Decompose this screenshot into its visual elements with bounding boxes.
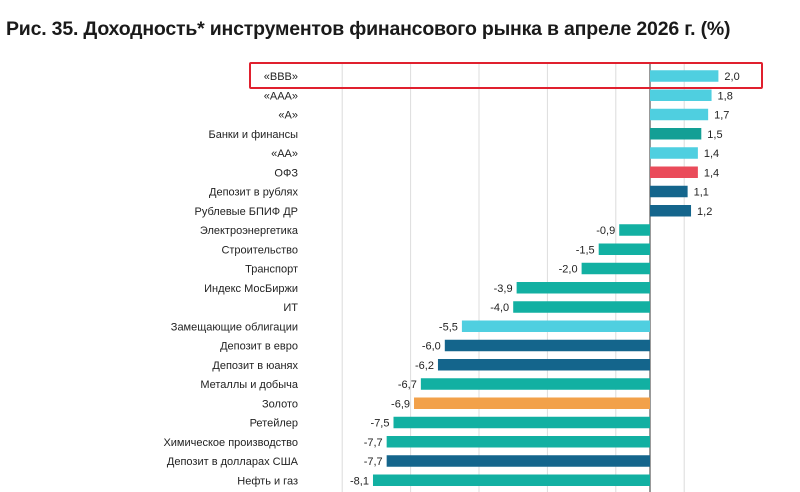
value-label: -7,7 xyxy=(364,437,383,449)
value-label: -3,9 xyxy=(494,283,513,295)
category-label: «A» xyxy=(278,110,298,122)
bar xyxy=(650,166,698,178)
value-label: 1,5 xyxy=(707,129,722,141)
category-label: Депозит в евро xyxy=(220,341,298,353)
category-label: Электроэнергетика xyxy=(200,225,299,237)
value-label: -7,7 xyxy=(364,456,383,468)
bar xyxy=(619,224,650,236)
bar xyxy=(513,301,650,313)
bar xyxy=(650,108,709,121)
value-label: 1,8 xyxy=(718,90,733,102)
bar xyxy=(420,378,650,390)
category-label: Депозит в долларах США xyxy=(167,456,299,468)
category-label: Нефть и газ xyxy=(237,475,298,487)
value-label: -0,9 xyxy=(596,225,615,237)
value-label: 1,4 xyxy=(704,148,719,160)
category-label: ОФЗ xyxy=(274,167,298,179)
highlight-box xyxy=(249,62,763,89)
value-label: 1,1 xyxy=(694,187,709,199)
value-label: -8,1 xyxy=(350,475,369,487)
bar xyxy=(437,359,650,371)
chart-title: Рис. 35. Доходность* инструментов финанс… xyxy=(6,18,731,40)
category-label: Депозит в рублях xyxy=(209,187,298,199)
bar xyxy=(650,128,702,140)
value-label: 1,7 xyxy=(714,110,729,122)
bar xyxy=(650,89,712,101)
category-label: Банки и финансы xyxy=(209,129,299,141)
value-label: -6,2 xyxy=(415,360,434,372)
value-label: -7,5 xyxy=(371,418,390,430)
bar xyxy=(372,474,650,486)
value-label: -6,7 xyxy=(398,379,417,391)
bar xyxy=(650,185,688,198)
category-label: Депозит в юанях xyxy=(212,360,298,372)
category-label: Транспорт xyxy=(245,264,298,276)
value-label: -5,5 xyxy=(439,321,458,333)
value-label: 2,0 xyxy=(724,71,739,83)
category-label: Металлы и добыча xyxy=(200,379,299,391)
category-label: Ретейлер xyxy=(250,418,298,430)
bar xyxy=(444,339,650,352)
category-label: Рублевые БПИФ ДР xyxy=(195,206,298,218)
category-label: Индекс МосБиржи xyxy=(204,283,298,295)
value-label: -6,9 xyxy=(391,398,410,410)
bar xyxy=(386,436,650,448)
bar xyxy=(386,455,650,467)
category-label: Строительство xyxy=(221,244,298,256)
value-label: 1,2 xyxy=(697,206,712,218)
bar xyxy=(650,147,698,159)
value-label: -6,0 xyxy=(422,341,441,353)
category-label: Замещающие облигации xyxy=(171,321,298,333)
bar xyxy=(581,262,650,275)
value-label: -1,5 xyxy=(576,244,595,256)
category-label: ИТ xyxy=(283,302,298,314)
category-label: «BBB» xyxy=(264,71,298,83)
category-label: «AAA» xyxy=(264,90,298,102)
category-label: Химическое производство xyxy=(163,437,298,449)
value-label: 1,4 xyxy=(704,167,719,179)
value-label: -4,0 xyxy=(490,302,509,314)
bar xyxy=(414,397,650,409)
bar xyxy=(650,70,719,82)
value-label: -2,0 xyxy=(559,264,578,276)
bar xyxy=(650,205,692,217)
bar xyxy=(516,282,650,294)
category-label: Золото xyxy=(262,398,298,410)
category-label: «AA» xyxy=(271,148,298,160)
bar xyxy=(461,320,650,332)
bar xyxy=(393,416,650,429)
bar xyxy=(598,243,650,255)
